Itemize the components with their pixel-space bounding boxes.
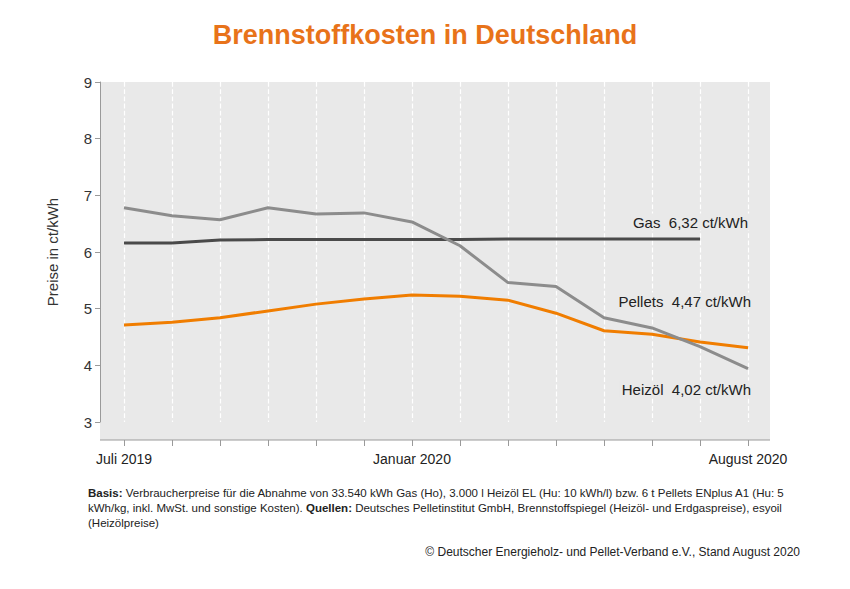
html-text:© Deutscher Energieholz- und P: © Deutscher Energieholz- und Pellet-Verb…	[425, 545, 800, 559]
svg-text:7: 7	[84, 187, 92, 204]
svg-text:Juli 2019: Juli 2019	[96, 451, 152, 467]
svg-text:Brennstoffkosten in Deutschlan: Brennstoffkosten in Deutschland	[213, 20, 638, 50]
svg-text:4: 4	[84, 357, 92, 374]
svg-text:9: 9	[84, 74, 92, 91]
svg-text:5: 5	[84, 300, 92, 317]
svg-text:Heizöl 4,02 ct/kWh: Heizöl 4,02 ct/kWh	[622, 381, 751, 398]
html-text:Basis: Verbraucherpreise für d: Basis: Verbraucherpreise für die Abnahme…	[88, 487, 784, 529]
svg-text:Preise in ct/kWh: Preise in ct/kWh	[44, 198, 61, 306]
svg-text:August 2020: August 2020	[709, 451, 788, 467]
svg-text:3: 3	[84, 414, 92, 431]
svg-text:Pellets 4,47 ct/kWh: Pellets 4,47 ct/kWh	[618, 293, 751, 310]
svg-text:Gas 6,32 ct/kWh: Gas 6,32 ct/kWh	[633, 214, 748, 231]
svg-text:8: 8	[84, 130, 92, 147]
svg-text:Januar 2020: Januar 2020	[373, 451, 451, 467]
svg-text:6: 6	[84, 244, 92, 261]
